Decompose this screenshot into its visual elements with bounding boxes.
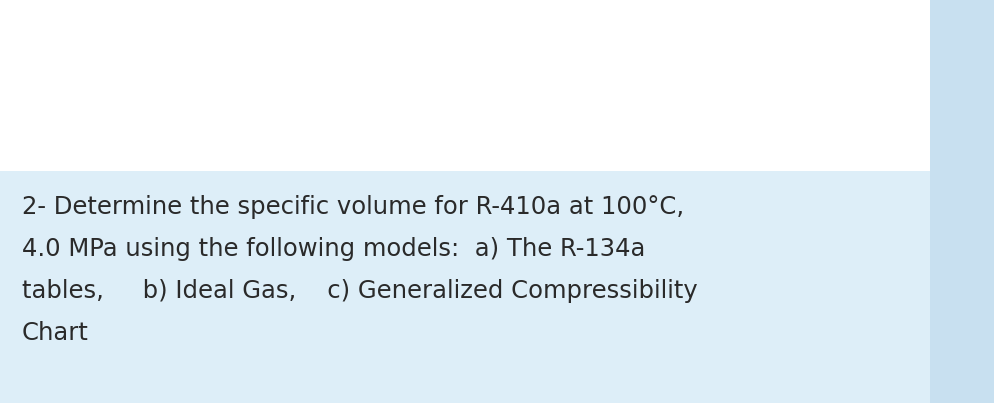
Text: 2- Determine the specific volume for R-410a at 100°C,: 2- Determine the specific volume for R-4… bbox=[22, 195, 684, 219]
Bar bbox=[0, 0, 929, 171]
Bar bbox=[929, 0, 994, 403]
Text: 4.0 MPa using the following models:  a) The R-134a: 4.0 MPa using the following models: a) T… bbox=[22, 237, 645, 261]
Text: tables,     b) Ideal Gas,    c) Generalized Compressibility: tables, b) Ideal Gas, c) Generalized Com… bbox=[22, 279, 697, 303]
Text: Chart: Chart bbox=[22, 321, 88, 345]
